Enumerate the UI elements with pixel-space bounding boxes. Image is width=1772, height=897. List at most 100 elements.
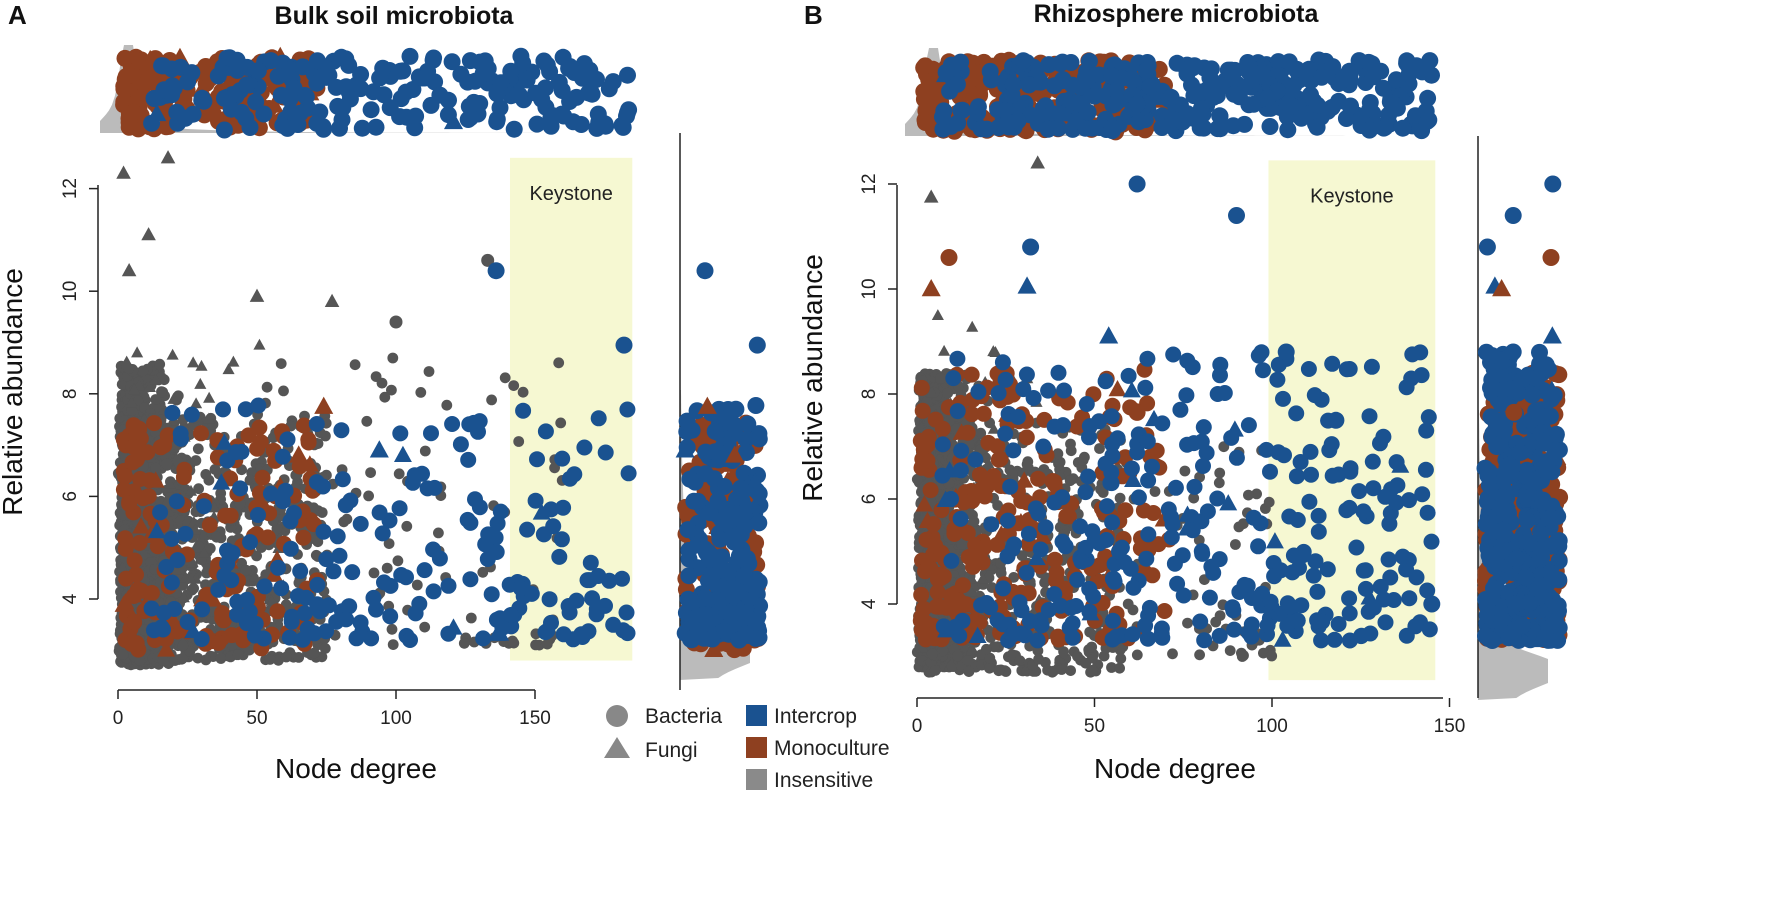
point-intercrop bbox=[605, 616, 622, 633]
point-insensitive bbox=[419, 621, 431, 633]
point-insensitive bbox=[177, 640, 189, 652]
top-marginal-intercrop bbox=[143, 114, 161, 132]
point-insensitive bbox=[486, 394, 497, 406]
top-marginal-intercrop bbox=[308, 52, 326, 70]
point-intercrop bbox=[590, 568, 607, 584]
right-marginal-intercrop bbox=[703, 630, 721, 648]
point-insensitive bbox=[411, 579, 423, 591]
point-insensitive bbox=[419, 445, 431, 457]
right-marginal-intercrop bbox=[696, 465, 714, 483]
point-intercrop bbox=[143, 600, 160, 617]
point-monoculture bbox=[135, 490, 152, 507]
point-intercrop bbox=[483, 586, 500, 603]
x-tick-label: 50 bbox=[1084, 716, 1105, 737]
point-intercrop bbox=[274, 448, 291, 465]
top-marginal-intercrop bbox=[502, 62, 520, 80]
point-monoculture bbox=[121, 495, 138, 512]
top-marginal-intercrop bbox=[443, 53, 461, 71]
point-insensitive bbox=[365, 467, 376, 478]
point-intercrop bbox=[392, 425, 409, 442]
point-intercrop bbox=[461, 416, 478, 433]
panel-a-y-axis-label: Relative abundance bbox=[0, 268, 28, 516]
point-intercrop bbox=[502, 607, 519, 623]
top-marginal-intercrop bbox=[362, 101, 380, 119]
point-intercrop bbox=[242, 534, 258, 551]
point-insensitive bbox=[349, 359, 361, 371]
point-monoculture bbox=[133, 582, 150, 599]
point-intercrop bbox=[462, 571, 479, 588]
top-marginal-intercrop bbox=[488, 113, 506, 131]
y-tick-label: 8 bbox=[859, 389, 880, 400]
x-tick-label: 100 bbox=[1256, 716, 1288, 737]
x-tick-label: 50 bbox=[246, 708, 267, 729]
point-intercrop bbox=[537, 423, 554, 440]
point-insensitive bbox=[278, 385, 289, 397]
y-tick-label: 4 bbox=[60, 593, 81, 604]
point-insensitive bbox=[387, 639, 399, 650]
point-intercrop bbox=[475, 630, 492, 647]
top-marginal-intercrop bbox=[168, 103, 186, 121]
top-marginal-intercrop bbox=[589, 105, 607, 123]
right-marginal-intercrop bbox=[696, 262, 714, 280]
point-intercrop bbox=[619, 401, 636, 418]
point-intercrop bbox=[467, 491, 483, 508]
point-intercrop bbox=[210, 581, 227, 598]
point-insensitive bbox=[118, 649, 129, 660]
point-intercrop bbox=[333, 422, 350, 439]
top-marginal-intercrop bbox=[334, 99, 352, 117]
point-intercrop bbox=[238, 615, 255, 632]
right-marginal-intercrop bbox=[709, 492, 727, 510]
point-intercrop bbox=[215, 401, 231, 418]
point-intercrop bbox=[488, 611, 505, 628]
point-intercrop bbox=[462, 514, 479, 531]
point-intercrop bbox=[414, 465, 430, 482]
point-intercrop bbox=[391, 500, 408, 517]
point-monoculture bbox=[300, 431, 317, 448]
point-intercrop bbox=[393, 445, 412, 463]
point-intercrop bbox=[614, 570, 630, 587]
point-insensitive bbox=[341, 513, 353, 525]
point-insensitive bbox=[166, 348, 179, 360]
point-monoculture bbox=[254, 469, 271, 486]
point-monoculture-highlight bbox=[314, 396, 334, 414]
point-monoculture bbox=[193, 425, 209, 442]
point-intercrop bbox=[308, 474, 325, 491]
point-insensitive bbox=[275, 358, 287, 369]
point-intercrop bbox=[273, 580, 290, 597]
right-marginal-intercrop bbox=[706, 422, 724, 440]
point-intercrop bbox=[166, 601, 183, 617]
top-marginal-intercrop bbox=[510, 86, 528, 104]
point-monoculture bbox=[117, 530, 134, 547]
top-marginal-intercrop bbox=[282, 103, 300, 121]
point-intercrop bbox=[152, 504, 169, 521]
point-insensitive bbox=[553, 357, 565, 369]
top-marginal-intercrop bbox=[249, 62, 267, 80]
point-monoculture bbox=[259, 529, 276, 546]
point-intercrop bbox=[334, 471, 351, 488]
top-marginal-intercrop bbox=[353, 119, 371, 137]
top-marginal-intercrop bbox=[505, 120, 523, 138]
point-intercrop bbox=[444, 416, 461, 432]
point-monoculture bbox=[128, 635, 145, 652]
point-intercrop bbox=[382, 608, 399, 625]
right-marginal-intercrop bbox=[689, 492, 707, 510]
point-intercrop bbox=[194, 601, 211, 618]
point-intercrop bbox=[393, 567, 410, 583]
right-marginal-intercrop bbox=[712, 561, 730, 579]
point-intercrop bbox=[262, 485, 279, 502]
point-intercrop bbox=[277, 482, 294, 499]
y-tick-label: 12 bbox=[60, 178, 81, 199]
point-insensitive-highlight bbox=[389, 315, 403, 329]
top-marginal-intercrop bbox=[439, 106, 457, 124]
point-intercrop bbox=[554, 450, 571, 467]
point-insensitive bbox=[280, 651, 292, 663]
panel-a-title: Bulk soil microbiota bbox=[275, 2, 515, 30]
point-insensitive bbox=[157, 386, 169, 398]
point-insensitive bbox=[376, 377, 388, 389]
point-insensitive bbox=[187, 356, 200, 368]
point-intercrop bbox=[250, 507, 266, 523]
point-insensitive bbox=[381, 562, 393, 574]
point-monoculture bbox=[210, 634, 227, 651]
panel-b: B Rhizosphere microbiota Keystone 468101… bbox=[797, 0, 1569, 784]
top-marginal-intercrop bbox=[183, 64, 201, 82]
